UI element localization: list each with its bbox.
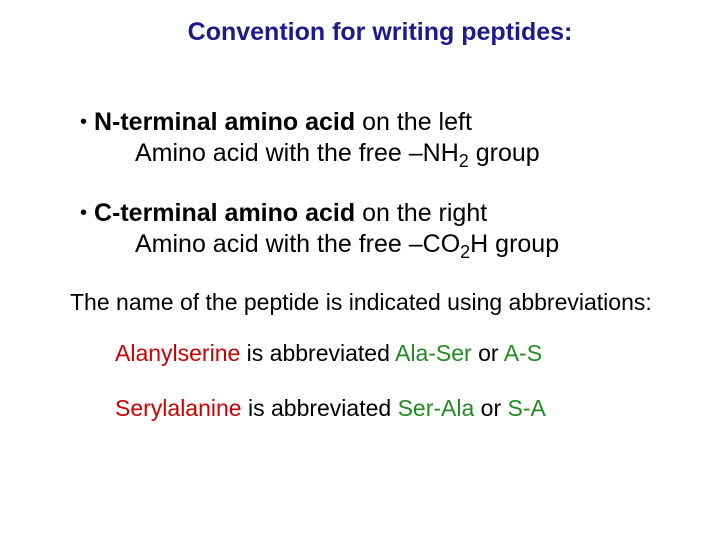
bullet-2-sub-post: H group xyxy=(470,230,559,258)
abbrev-2-code1: Ser-Ala xyxy=(398,395,475,421)
bullet-2-sub: Amino acid with the free –CO2H group xyxy=(135,229,660,260)
bullet-1: • N-terminal amino acid on the left Amin… xyxy=(80,107,660,170)
bullet-1-sub: Amino acid with the free –NH2 group xyxy=(135,138,660,169)
bullet-2-main: • C-terminal amino acid on the right xyxy=(80,198,660,229)
abbrev-1-code2: A-S xyxy=(504,340,542,366)
body-paragraph: The name of the peptide is indicated usi… xyxy=(70,288,660,317)
slide-title: Convention for writing peptides: xyxy=(100,18,660,47)
bullet-1-sub-sub: 2 xyxy=(459,151,469,171)
abbrev-1-mid: is abbreviated xyxy=(240,340,395,366)
abbrev-2-code2: S-A xyxy=(508,395,546,421)
bullet-2-sub-sub: 2 xyxy=(460,242,470,262)
abbrev-2-term: Serylalanine xyxy=(115,395,242,421)
abbrev-2-mid: is abbreviated xyxy=(242,395,398,421)
abbrev-line-1: Alanylserine is abbreviated Ala-Ser or A… xyxy=(115,339,660,368)
abbrev-1-code1: Ala-Ser xyxy=(395,340,472,366)
bullet-2-bold: C-terminal amino acid xyxy=(94,199,355,227)
bullet-2-rest: on the right xyxy=(355,199,487,227)
bullet-1-sub-post: group xyxy=(469,139,540,167)
slide: Convention for writing peptides: • N-ter… xyxy=(0,0,720,540)
bullet-1-bold: N-terminal amino acid xyxy=(94,108,355,136)
bullet-1-sub-pre: Amino acid with the free –NH xyxy=(135,139,459,167)
abbrev-1-term: Alanylserine xyxy=(115,340,240,366)
abbrev-1-or: or xyxy=(472,340,504,366)
abbrev-2-or: or xyxy=(474,395,507,421)
bullet-1-rest: on the left xyxy=(355,108,472,136)
bullet-2-sub-pre: Amino acid with the free –CO xyxy=(135,230,460,258)
abbrev-line-2: Serylalanine is abbreviated Ser-Ala or S… xyxy=(115,394,660,423)
bullet-1-main: • N-terminal amino acid on the left xyxy=(80,107,660,138)
bullet-marker: • xyxy=(80,202,87,224)
bullet-2: • C-terminal amino acid on the right Ami… xyxy=(80,198,660,261)
bullet-marker: • xyxy=(80,111,87,133)
